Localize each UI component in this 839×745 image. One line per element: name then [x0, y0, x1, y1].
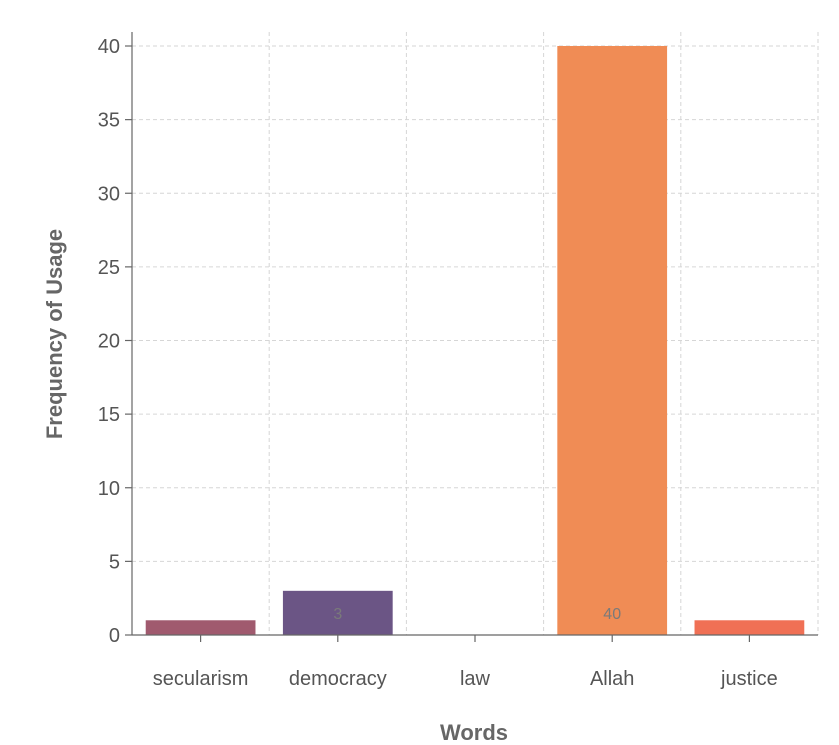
y-tick-label: 0	[109, 625, 120, 647]
bar-allah	[557, 46, 668, 635]
x-axis-title: Words	[440, 720, 508, 745]
bar-justice	[694, 620, 805, 635]
y-tick-label: 15	[98, 404, 120, 426]
y-tick-label: 35	[98, 110, 120, 132]
label-layer: 0 5 10 15 20 25 30 35 40 secularism 3 democracy law 4…	[98, 36, 778, 690]
x-tick-label: Allah	[590, 668, 634, 690]
y-tick-label: 40	[98, 36, 120, 58]
x-tick-label: secularism	[153, 668, 249, 690]
axis-layer	[125, 32, 818, 642]
x-tick-label: law	[460, 668, 491, 690]
bar-value-label: 3	[333, 606, 342, 623]
y-tick-label: 10	[98, 478, 120, 500]
y-tick-label: 25	[98, 257, 120, 279]
x-tick-label: justice	[720, 668, 778, 690]
y-tick-label: 5	[109, 551, 120, 573]
bar-value-label: 40	[603, 606, 621, 623]
y-tick-label: 30	[98, 183, 120, 205]
x-tick-label: democracy	[289, 668, 387, 690]
bar-layer	[145, 46, 805, 635]
bar-democracy	[282, 590, 393, 635]
y-tick-label: 20	[98, 331, 120, 353]
bar-secularism	[145, 620, 256, 635]
grid-layer	[132, 32, 819, 636]
y-axis-title: Frequency of Usage	[42, 229, 67, 439]
